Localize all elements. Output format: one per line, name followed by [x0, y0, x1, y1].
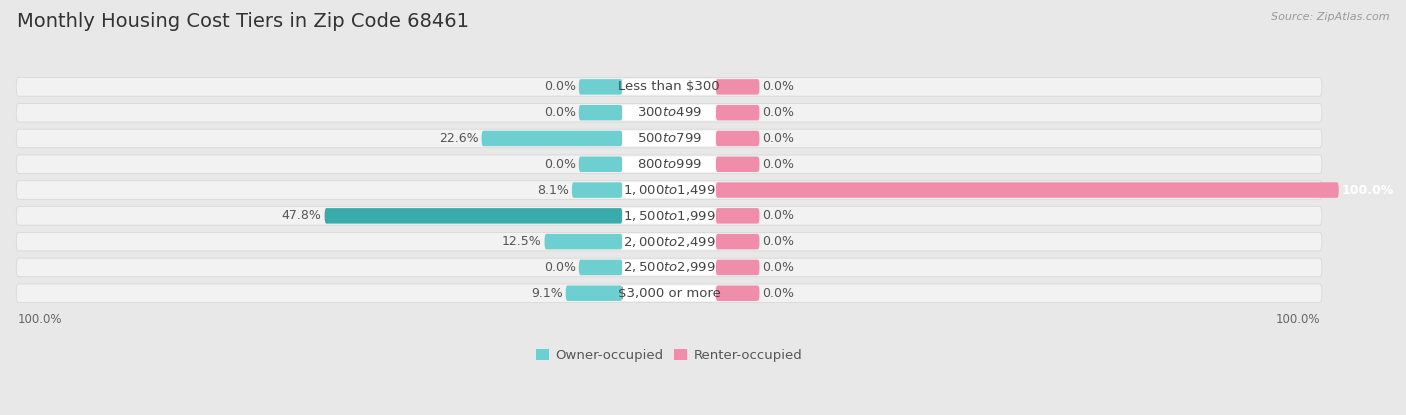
Text: 0.0%: 0.0%	[762, 81, 794, 93]
FancyBboxPatch shape	[579, 156, 623, 172]
Text: 0.0%: 0.0%	[544, 261, 575, 274]
Text: $2,500 to $2,999: $2,500 to $2,999	[623, 261, 716, 274]
FancyBboxPatch shape	[716, 156, 759, 172]
Text: $3,000 or more: $3,000 or more	[617, 287, 720, 300]
FancyBboxPatch shape	[17, 103, 1322, 122]
FancyBboxPatch shape	[623, 182, 716, 198]
Text: 0.0%: 0.0%	[544, 158, 575, 171]
FancyBboxPatch shape	[623, 286, 716, 301]
Text: 22.6%: 22.6%	[439, 132, 478, 145]
FancyBboxPatch shape	[623, 156, 716, 172]
FancyBboxPatch shape	[17, 258, 1322, 277]
FancyBboxPatch shape	[17, 232, 1322, 251]
Text: 9.1%: 9.1%	[531, 287, 562, 300]
Legend: Owner-occupied, Renter-occupied: Owner-occupied, Renter-occupied	[530, 344, 808, 367]
Text: $800 to $999: $800 to $999	[637, 158, 702, 171]
Text: 8.1%: 8.1%	[537, 183, 569, 197]
FancyBboxPatch shape	[17, 207, 1322, 225]
Text: 100.0%: 100.0%	[18, 312, 63, 325]
FancyBboxPatch shape	[325, 208, 623, 224]
Text: 0.0%: 0.0%	[544, 81, 575, 93]
FancyBboxPatch shape	[716, 286, 759, 301]
Text: $2,000 to $2,499: $2,000 to $2,499	[623, 234, 716, 249]
Text: 0.0%: 0.0%	[762, 106, 794, 119]
FancyBboxPatch shape	[17, 78, 1322, 96]
FancyBboxPatch shape	[579, 79, 623, 95]
Text: Less than $300: Less than $300	[619, 81, 720, 93]
Text: 0.0%: 0.0%	[762, 287, 794, 300]
Text: 12.5%: 12.5%	[502, 235, 541, 248]
FancyBboxPatch shape	[572, 182, 623, 198]
Text: $1,500 to $1,999: $1,500 to $1,999	[623, 209, 716, 223]
Text: Monthly Housing Cost Tiers in Zip Code 68461: Monthly Housing Cost Tiers in Zip Code 6…	[17, 12, 468, 32]
FancyBboxPatch shape	[716, 208, 759, 224]
FancyBboxPatch shape	[716, 131, 759, 146]
FancyBboxPatch shape	[579, 105, 623, 120]
FancyBboxPatch shape	[17, 155, 1322, 173]
FancyBboxPatch shape	[623, 234, 716, 249]
FancyBboxPatch shape	[544, 234, 623, 249]
FancyBboxPatch shape	[17, 129, 1322, 148]
Text: 0.0%: 0.0%	[544, 106, 575, 119]
FancyBboxPatch shape	[482, 131, 623, 146]
FancyBboxPatch shape	[623, 208, 716, 224]
Text: 0.0%: 0.0%	[762, 209, 794, 222]
Text: 0.0%: 0.0%	[762, 235, 794, 248]
FancyBboxPatch shape	[716, 234, 759, 249]
Text: 0.0%: 0.0%	[762, 132, 794, 145]
Text: Source: ZipAtlas.com: Source: ZipAtlas.com	[1271, 12, 1389, 22]
FancyBboxPatch shape	[716, 79, 759, 95]
FancyBboxPatch shape	[17, 284, 1322, 303]
Text: 47.8%: 47.8%	[281, 209, 322, 222]
FancyBboxPatch shape	[623, 105, 716, 120]
FancyBboxPatch shape	[716, 260, 759, 275]
FancyBboxPatch shape	[17, 181, 1322, 199]
Text: $300 to $499: $300 to $499	[637, 106, 702, 119]
Text: 0.0%: 0.0%	[762, 158, 794, 171]
FancyBboxPatch shape	[716, 182, 1339, 198]
Text: 100.0%: 100.0%	[1341, 183, 1395, 197]
Text: $500 to $799: $500 to $799	[637, 132, 702, 145]
FancyBboxPatch shape	[623, 131, 716, 146]
Text: 100.0%: 100.0%	[1275, 312, 1320, 325]
FancyBboxPatch shape	[579, 260, 623, 275]
Text: 0.0%: 0.0%	[762, 261, 794, 274]
Text: $1,000 to $1,499: $1,000 to $1,499	[623, 183, 716, 197]
FancyBboxPatch shape	[716, 105, 759, 120]
FancyBboxPatch shape	[623, 260, 716, 275]
FancyBboxPatch shape	[565, 286, 623, 301]
FancyBboxPatch shape	[623, 79, 716, 95]
